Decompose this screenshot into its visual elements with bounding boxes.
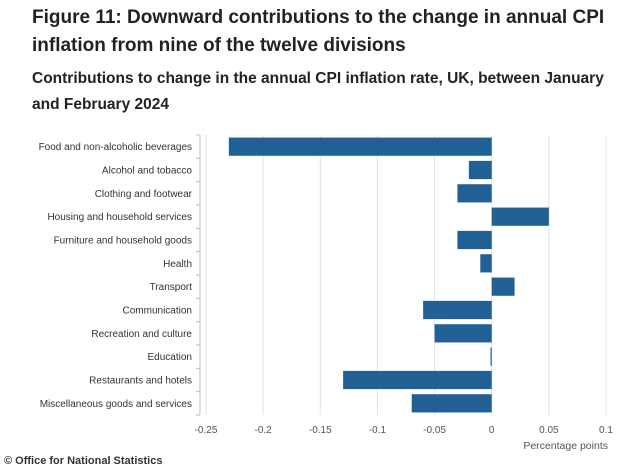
category-label-0: Food and non-alcoholic beverages [39,142,192,153]
category-label-8: Recreation and culture [91,329,192,340]
category-label-3: Housing and household services [47,212,192,223]
x-axis-title: Percentage points [523,440,608,452]
bar-1 [468,160,492,180]
credit-text: © Office for National Statistics [4,454,163,467]
category-label-4: Furniture and household goods [54,236,192,247]
category-label-2: Clothing and footwear [95,189,193,200]
category-label-5: Health [163,259,192,270]
bar-7 [423,300,492,320]
bar-0 [228,137,492,156]
bar-9 [490,347,492,366]
footer: © Office for National Statistics [0,452,200,469]
x-tick-label-2: -0.15 [309,425,332,436]
x-tick-label-5: 0 [489,425,495,436]
x-tick-label-7: 0.1 [599,425,613,436]
category-label-11: Miscellaneous goods and services [40,399,192,410]
bar-2 [457,184,492,203]
category-label-10: Restaurants and hotels [89,376,192,387]
x-tick-label-6: 0.05 [539,425,559,436]
bar-5 [480,254,492,273]
bar-8 [434,324,492,343]
bar-11 [411,394,492,413]
x-tick-label-0: -0.25 [195,425,218,436]
x-tick-label-3: -0.1 [369,425,387,436]
bar-6 [491,277,515,296]
category-label-1: Alcohol and tobacco [102,166,193,177]
figure-title: Figure 11: Downward contributions to the… [32,7,605,56]
bar-3 [491,207,549,226]
category-label-7: Communication [123,306,192,317]
category-label-9: Education [148,352,192,363]
x-tick-label-1: -0.2 [255,425,273,436]
bar-10 [343,370,492,390]
x-tick-label-4: -0.05 [423,425,446,436]
category-label-6: Transport [150,282,193,293]
chart-title: Contributions to change in the annual CP… [32,70,604,113]
bar-chart: Food and non-alcoholic beverages Alcohol … [39,134,613,452]
bar-4 [457,230,492,250]
